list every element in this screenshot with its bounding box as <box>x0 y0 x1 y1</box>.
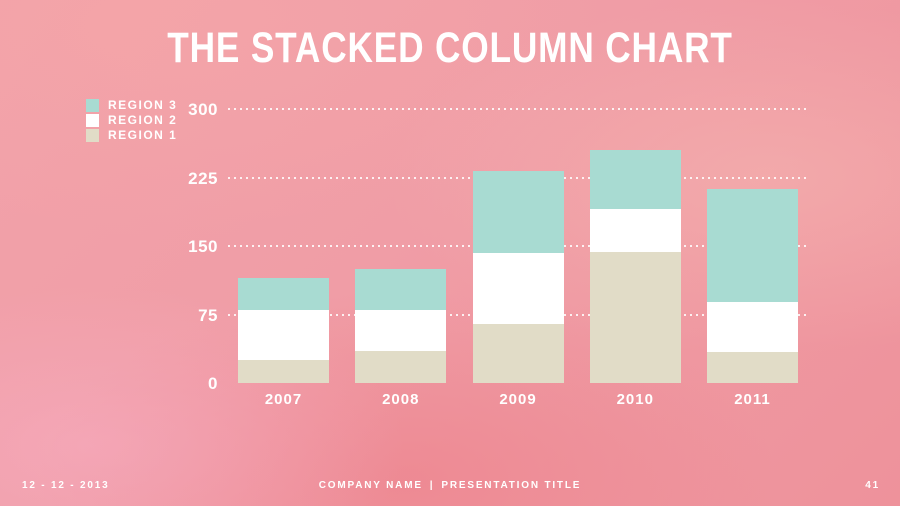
legend-item: REGION 1 <box>86 129 177 142</box>
legend-label: REGION 2 <box>108 113 178 127</box>
legend-swatch <box>86 99 99 112</box>
legend-label: REGION 3 <box>108 98 178 112</box>
footer-center: COMPANY NAME | PRESENTATION TITLE <box>0 480 900 492</box>
stacked-column-chart: 0 75 150 225 300 2007 2008 2009 2010 2011 <box>188 101 810 408</box>
x-axis-label: 2007 <box>264 391 303 408</box>
stacked-bar-2008 <box>355 268 447 383</box>
legend-swatch <box>86 129 99 142</box>
footer-company-name: COMPANY NAME <box>318 480 423 491</box>
y-axis-label: 225 <box>188 168 218 188</box>
legend-item: REGION 3 <box>86 99 177 112</box>
footer-presentation-title: PRESENTATION TITLE <box>441 480 582 491</box>
legend-swatch <box>86 114 99 127</box>
bar-segment-region-1 <box>589 252 681 383</box>
gridline-300 <box>228 108 810 110</box>
bar-segment-region-1 <box>707 351 798 383</box>
bar-segment-region-2 <box>589 208 681 253</box>
bar-segment-region-3 <box>238 278 329 310</box>
x-axis-label: 2008 <box>382 391 420 408</box>
stacked-bar-2010 <box>589 150 681 383</box>
stacked-bar-2009 <box>472 171 564 383</box>
y-axis-label: 75 <box>198 305 218 325</box>
bar-segment-region-3 <box>472 171 564 254</box>
footer-date: 12 - 12 - 2013 <box>22 480 110 491</box>
bar-segment-region-2 <box>355 309 447 352</box>
bar-segment-region-1 <box>238 360 329 383</box>
bar-segment-region-1 <box>355 351 447 383</box>
y-axis-label: 300 <box>188 100 218 119</box>
x-axis-label: 2011 <box>734 391 771 408</box>
bar-segment-region-3 <box>355 268 447 310</box>
bar-segment-region-3 <box>589 150 681 209</box>
bar-segment-region-3 <box>707 189 798 302</box>
bar-segment-region-1 <box>472 323 564 383</box>
footer-separator: | <box>429 480 435 491</box>
x-axis-label: 2009 <box>499 391 537 408</box>
bar-segment-region-2 <box>472 253 564 324</box>
stacked-bar-2007 <box>238 278 329 383</box>
stacked-bar-2011 <box>707 189 798 383</box>
legend-label: REGION 1 <box>108 128 178 142</box>
page-title: THE STACKED COLUMN CHART <box>167 24 733 72</box>
bar-segment-region-2 <box>707 301 798 352</box>
y-axis-label: 0 <box>208 374 218 393</box>
page-number: 41 <box>865 480 880 491</box>
bar-segment-region-2 <box>238 309 329 361</box>
y-axis-label: 150 <box>188 237 218 256</box>
chart-legend: REGION 3 REGION 2 REGION 1 <box>86 99 177 144</box>
footer: 12 - 12 - 2013 COMPANY NAME | PRESENTATION… <box>0 480 900 492</box>
x-axis-label: 2010 <box>616 391 654 408</box>
legend-item: REGION 2 <box>86 114 177 127</box>
